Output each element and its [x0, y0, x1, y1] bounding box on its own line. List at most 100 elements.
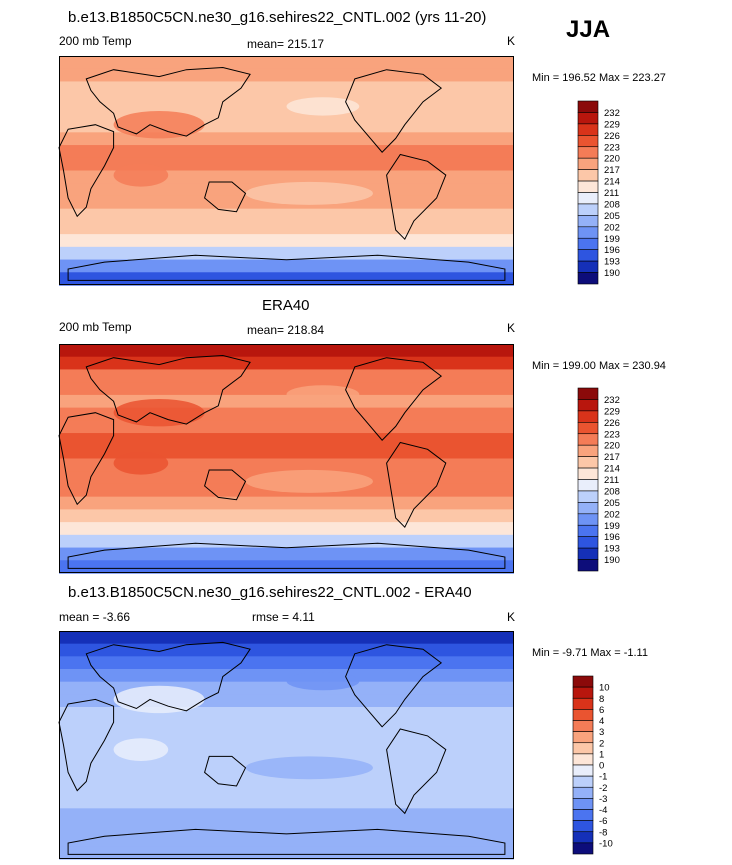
- panel-2-map-frame: [59, 344, 514, 573]
- panel-2-colorbar-swatch: [577, 422, 599, 435]
- panel-3-mean-label: mean = -3.66: [59, 610, 131, 624]
- season-label: JJA: [566, 16, 611, 43]
- panel-1-colorbar-label: 229: [604, 119, 620, 130]
- panel-1-colorbar-swatch: [577, 272, 599, 285]
- panel-2-colorbar-label: 223: [604, 429, 620, 440]
- panel-2-colorbar-label: 214: [604, 464, 620, 475]
- panel-2-colorbar-swatch: [577, 410, 599, 423]
- panel-1-colorbar-label: 196: [604, 245, 620, 256]
- panel-1-latitude-band: [59, 272, 514, 286]
- panel-3-colorbar-swatch: [572, 820, 594, 833]
- panel-3-colorbar-swatch: [572, 731, 594, 744]
- panel-2-colorbar-swatch: [577, 479, 599, 492]
- panel-2-contour-region: [245, 469, 373, 493]
- panel-2-coastline: [67, 542, 506, 569]
- panel-1-latitude-band: [59, 157, 514, 172]
- panel-1-mean-label: mean= 215.17: [247, 37, 325, 51]
- panel-3-latitude-band: [59, 795, 514, 809]
- panel-2-colorbar-swatch: [577, 433, 599, 446]
- panel-2-latitude-band: [59, 458, 514, 472]
- panel-2-colorbar-label: 202: [604, 509, 620, 520]
- panel-3-map-frame: [59, 631, 514, 859]
- panel-1-colorbar-swatch: [577, 192, 599, 205]
- panel-2-latitude-band: [59, 369, 514, 383]
- panel-3-coastline: [345, 644, 443, 728]
- panel-2-colorbar-label: 199: [604, 521, 620, 532]
- panel-3-colorbar-swatch: [572, 842, 594, 855]
- panel-1-latitude-band: [59, 170, 514, 184]
- panel-2-colorbar-label: 196: [604, 532, 620, 543]
- panel-2-colorbar-label: 226: [604, 418, 620, 429]
- panel-3-contour-region: [113, 738, 169, 761]
- panel-3-colorbar-label: 4: [599, 716, 604, 727]
- panel-2-colorbar-swatch: [577, 513, 599, 526]
- panel-3-colorbar-swatch: [572, 675, 594, 688]
- panel-1-variable-label: 200 mb Temp: [59, 34, 132, 48]
- panel-1-colorbar-swatch: [577, 215, 599, 228]
- panel-3-latitude-band: [59, 732, 514, 746]
- panel-2-colorbar-label: 190: [604, 555, 620, 566]
- panel-2-stats-label: Min = 199.00 Max = 230.94: [532, 360, 666, 372]
- panel-1-contour-region: [113, 111, 205, 139]
- panel-1-latitude-band: [59, 259, 514, 273]
- panel-2-colorbar-swatch: [577, 387, 599, 400]
- panel-3-colorbar-label: 1: [599, 749, 604, 760]
- panel-3-contour-region: [286, 672, 360, 691]
- panel-3-rmse-label: rmse = 4.11: [252, 610, 315, 624]
- panel-2-coastline: [58, 412, 115, 506]
- panel-1-colorbar-swatch: [577, 135, 599, 148]
- panel-1-colorbar-swatch: [577, 237, 599, 250]
- panel-3-colorbar-label: 3: [599, 727, 604, 738]
- panel-2-latitude-band: [59, 496, 514, 510]
- panel-1-map: [58, 56, 514, 286]
- panel-2-colorbar-swatch: [577, 467, 599, 480]
- panel-1-colorbar-label: 220: [604, 154, 620, 165]
- panel-3-units-label: K: [507, 610, 516, 624]
- panel-2-latitude-band: [59, 356, 514, 371]
- panel-1-title: b.e13.B1850C5CN.ne30_g16.sehires22_CNTL.…: [68, 9, 487, 26]
- panel-1-latitude-band: [59, 246, 514, 261]
- panel-2-latitude-band: [59, 445, 514, 460]
- panel-3-stats-label: Min = -9.71 Max = -1.11: [532, 647, 648, 659]
- panel-1-latitude-band: [59, 221, 514, 235]
- panel-3-colorbar-label: 0: [599, 761, 604, 772]
- panel-1-colorbar-swatch: [577, 226, 599, 239]
- panel-3-colorbar-swatch: [572, 720, 594, 732]
- panel-3-coastline: [204, 755, 247, 787]
- panel-3-colorbar-swatch: [572, 831, 594, 844]
- panel-2-colorbar-swatch: [577, 399, 599, 412]
- panel-2-latitude-band: [59, 509, 514, 523]
- panel-3-colorbar-label: -3: [599, 794, 607, 805]
- panel-1-colorbar-label: 226: [604, 131, 620, 142]
- panel-1-latitude-band: [59, 56, 514, 70]
- panel-1-contour-region: [113, 163, 169, 187]
- panel-2-contour-region: [113, 451, 169, 475]
- panel-2-contour-region: [113, 399, 205, 427]
- panel-2-colorbar-label: 208: [604, 486, 620, 497]
- panel-1-colorbar-label: 217: [604, 165, 620, 176]
- panel-1-latitude-band: [59, 234, 514, 248]
- panel-1-colorbar-swatch: [577, 169, 599, 182]
- panel-2-latitude-band: [59, 382, 514, 396]
- panel-1-colorbar-swatch: [577, 100, 599, 113]
- panel-3-map: [58, 631, 514, 860]
- panel-3-latitude-band: [59, 669, 514, 683]
- panel-3-colorbar-label: -6: [599, 816, 607, 827]
- panel-2-latitude-band: [59, 534, 514, 549]
- panel-2-coastline: [345, 357, 443, 441]
- panel-2-colorbar-label: 220: [604, 441, 620, 452]
- panel-3-latitude-band: [59, 745, 514, 759]
- panel-1-colorbar-label: 193: [604, 257, 620, 268]
- panel-3-contour-region: [113, 685, 205, 714]
- panel-2-colorbar-swatch: [577, 547, 599, 560]
- panel-3-latitude-band: [59, 719, 514, 733]
- panel-1-colorbar-label: 190: [604, 268, 620, 279]
- panel-1-coastline: [386, 153, 447, 241]
- panel-1-colorbar-swatch: [577, 112, 599, 125]
- panel-3-colorbar-swatch: [572, 742, 594, 755]
- panel-3-colorbar-swatch: [572, 798, 594, 810]
- panel-3-colorbar-swatch: [572, 697, 594, 710]
- panel-1-colorbar-label: 223: [604, 142, 620, 153]
- panel-3-colorbar-swatch: [572, 753, 594, 766]
